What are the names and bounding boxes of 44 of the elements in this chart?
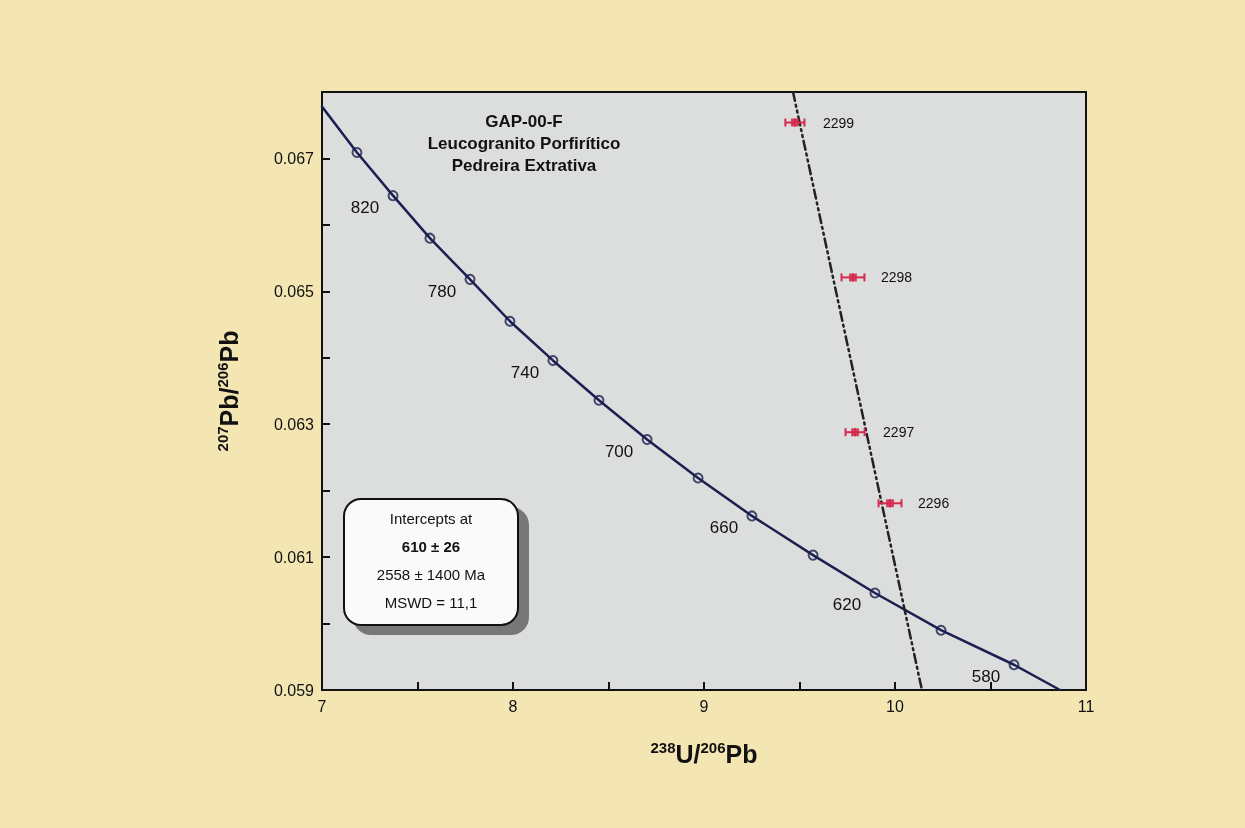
annotation: 780 xyxy=(427,281,457,301)
point xyxy=(547,354,559,366)
point xyxy=(464,273,476,285)
annotation: 620 xyxy=(832,595,862,615)
x-tick-label: 10 xyxy=(886,697,904,715)
annotation: 2297 xyxy=(883,424,915,441)
x-tick-label: 7 xyxy=(317,697,327,715)
text: Leucogranito Porfirítico Pedreira Extrativa xyxy=(427,133,621,175)
point xyxy=(869,587,881,599)
line-series xyxy=(320,105,1062,692)
y-tick-label: 0.063 xyxy=(273,415,315,433)
point xyxy=(504,315,516,327)
y-tick-label: 0.065 xyxy=(273,282,315,300)
point xyxy=(387,190,399,202)
y-tick-label: 0.067 xyxy=(273,149,315,167)
annotation: 2558 ± 1400 Ma xyxy=(375,565,487,585)
point xyxy=(641,434,653,445)
annotation: 2299 xyxy=(822,114,855,131)
point xyxy=(593,394,605,406)
point xyxy=(424,232,436,244)
x-tick-label: 8 xyxy=(508,697,518,715)
point xyxy=(935,624,947,636)
point xyxy=(848,273,857,282)
annotation: 610 ± 26 xyxy=(400,537,462,557)
y-tick-label: 0.059 xyxy=(273,681,315,699)
annotation: 2298 xyxy=(880,269,913,286)
point xyxy=(692,472,704,484)
annotation: MSWD = 11,1 xyxy=(383,593,479,613)
point xyxy=(1008,659,1020,671)
point xyxy=(746,510,758,522)
point xyxy=(351,146,363,158)
x-tick-label: 11 xyxy=(1077,697,1095,715)
annotation: 820 xyxy=(350,198,380,218)
x-tick-label: 9 xyxy=(699,697,709,715)
annotation: 700 xyxy=(604,442,634,461)
annotation: 580 xyxy=(971,667,1001,687)
annotation: 2296 xyxy=(918,495,950,512)
y-tick-label: 0.061 xyxy=(273,548,315,566)
annotation: Intercepts at xyxy=(388,509,474,529)
point xyxy=(807,549,819,561)
annotation: 660 xyxy=(709,518,739,538)
y-axis-title: 207Pb/206Pb xyxy=(214,330,243,452)
text: GAP-00-F xyxy=(485,112,563,131)
annotation: 740 xyxy=(510,362,540,382)
